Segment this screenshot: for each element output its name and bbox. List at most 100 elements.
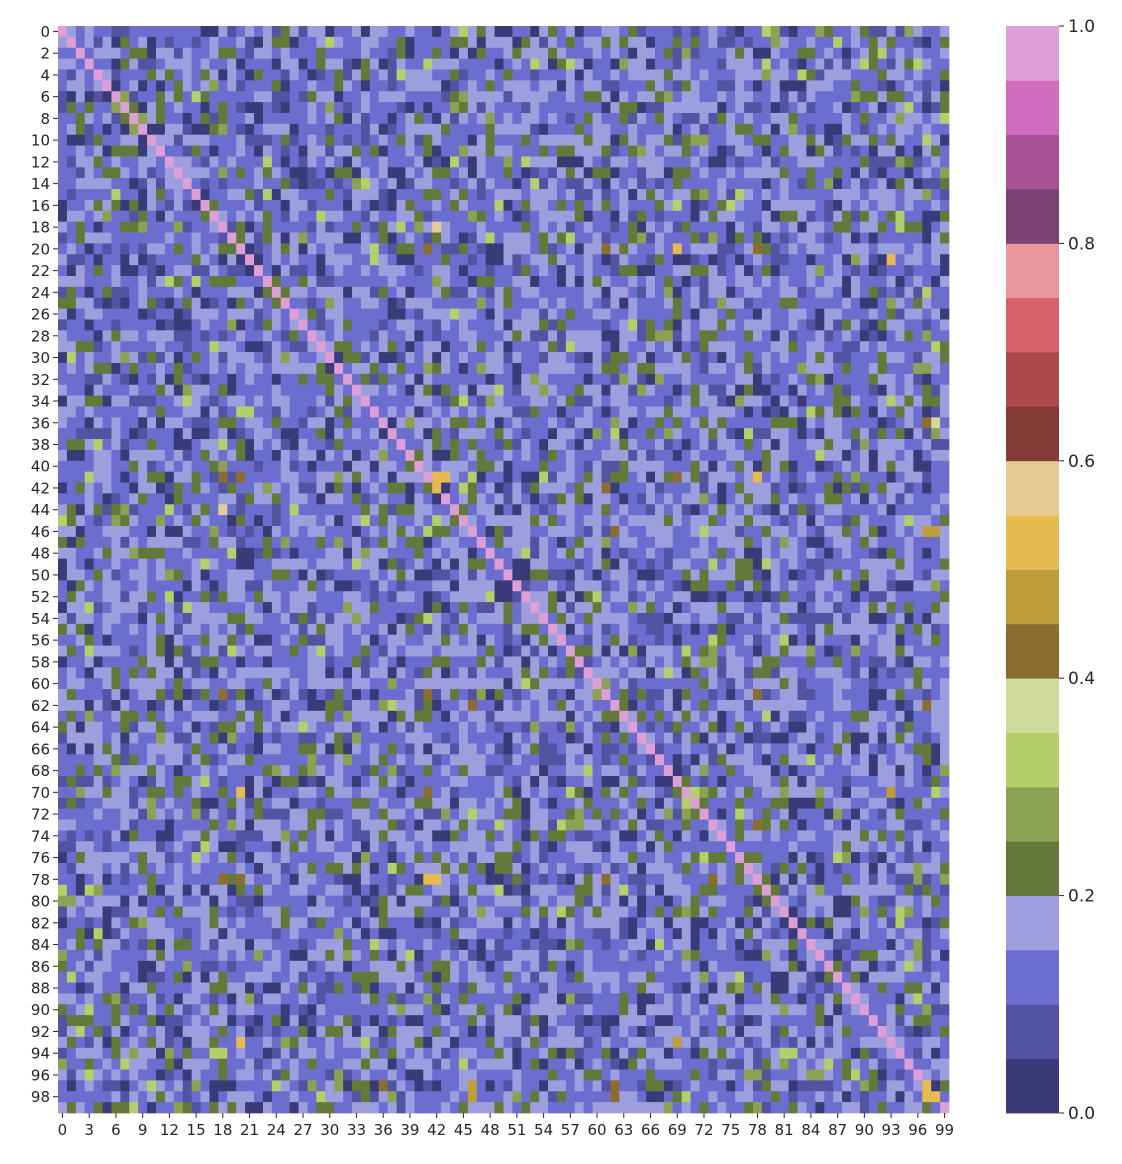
heatmap-cell [797, 439, 807, 451]
heatmap-cell [556, 189, 567, 201]
heatmap-cell [138, 319, 148, 331]
heatmap-cell [164, 102, 175, 114]
heatmap-cell [254, 199, 264, 212]
heatmap-cell [467, 341, 478, 353]
heatmap-cell [548, 406, 558, 418]
heatmap-cell [378, 102, 389, 114]
heatmap-cell [770, 428, 781, 440]
heatmap-cell [842, 69, 852, 81]
heatmap-cell [797, 156, 807, 168]
heatmap-cell [387, 428, 397, 440]
heatmap-cell [138, 178, 148, 190]
heatmap-cell [833, 276, 843, 288]
heatmap-cell [432, 428, 442, 440]
heatmap-cell [565, 330, 576, 342]
heatmap-cell [681, 406, 691, 418]
heatmap-cell [325, 189, 335, 201]
heatmap-cell [788, 26, 798, 38]
heatmap-cell [387, 26, 397, 38]
heatmap-cell [904, 362, 914, 375]
heatmap-cell [779, 80, 789, 92]
heatmap-cell [601, 319, 611, 331]
heatmap-cell [387, 504, 397, 516]
heatmap-cell [236, 319, 246, 331]
heatmap-cell [200, 221, 210, 233]
heatmap-cell [111, 221, 121, 233]
heatmap-cell [387, 341, 397, 353]
heatmap-cell [690, 167, 700, 179]
heatmap-cell [815, 286, 825, 299]
heatmap-cell [833, 221, 843, 233]
heatmap-cell [423, 26, 433, 38]
heatmap-cell [521, 221, 531, 233]
heatmap-cell [886, 373, 896, 386]
heatmap-cell [574, 471, 585, 483]
heatmap-cell [548, 145, 558, 157]
heatmap-cell [797, 58, 807, 70]
heatmap-cell [245, 330, 255, 342]
heatmap-cell [726, 341, 736, 353]
heatmap-cell [806, 112, 816, 125]
heatmap-cell [289, 69, 299, 81]
heatmap-cell [539, 199, 549, 212]
heatmap-cell [138, 199, 148, 212]
heatmap-cell [761, 460, 772, 473]
heatmap-cell [521, 460, 531, 473]
heatmap-cell [761, 319, 772, 331]
heatmap-cell [654, 395, 665, 407]
heatmap-cell [681, 156, 691, 168]
heatmap-cell [164, 362, 175, 375]
heatmap-cell [806, 243, 816, 255]
heatmap-cell [360, 156, 371, 168]
heatmap-cell [922, 406, 932, 418]
heatmap-cell [940, 199, 950, 212]
heatmap-cell [405, 406, 415, 418]
heatmap-cell [467, 26, 478, 38]
heatmap-cell [360, 428, 371, 440]
heatmap-cell [75, 319, 86, 331]
heatmap-cell [877, 384, 887, 396]
heatmap-cell [369, 112, 380, 125]
heatmap-cell [485, 167, 495, 179]
heatmap-cell [565, 352, 576, 364]
heatmap-cell [833, 145, 843, 157]
heatmap-cell [708, 36, 718, 49]
heatmap-cell [307, 515, 317, 527]
heatmap-cell [343, 439, 353, 451]
heatmap-cell [66, 134, 77, 146]
heatmap-cell [396, 189, 406, 201]
heatmap-cell [316, 460, 326, 473]
heatmap-cell [432, 406, 442, 418]
heatmap-cell [619, 80, 629, 92]
heatmap-cell [779, 362, 789, 375]
heatmap-cell [735, 210, 745, 223]
heatmap-cell [405, 482, 415, 494]
heatmap-cell [646, 210, 656, 223]
heatmap-cell [66, 417, 77, 429]
heatmap-cell [476, 145, 487, 157]
heatmap-cell [307, 167, 317, 179]
heatmap-cell [735, 482, 745, 494]
heatmap-cell [761, 449, 772, 462]
heatmap-cell [423, 352, 433, 364]
heatmap-cell [254, 482, 264, 494]
heatmap-cell [868, 297, 879, 309]
heatmap-cell [797, 373, 807, 386]
heatmap-cell [797, 526, 807, 538]
heatmap-cell [530, 471, 540, 483]
heatmap-cell [565, 254, 576, 266]
heatmap-cell [262, 504, 273, 516]
heatmap-cell [512, 156, 522, 168]
heatmap-cell [735, 189, 745, 201]
heatmap-cell [690, 297, 700, 309]
heatmap-cell [102, 210, 112, 223]
heatmap-cell [904, 36, 914, 49]
heatmap-cell [120, 526, 130, 538]
heatmap-cell [708, 493, 718, 505]
heatmap-cell [592, 123, 602, 136]
heatmap-cell [868, 482, 879, 494]
heatmap-cell [726, 221, 736, 233]
heatmap-cell [833, 243, 843, 255]
heatmap-cell [752, 536, 763, 549]
heatmap-cell [102, 547, 112, 559]
